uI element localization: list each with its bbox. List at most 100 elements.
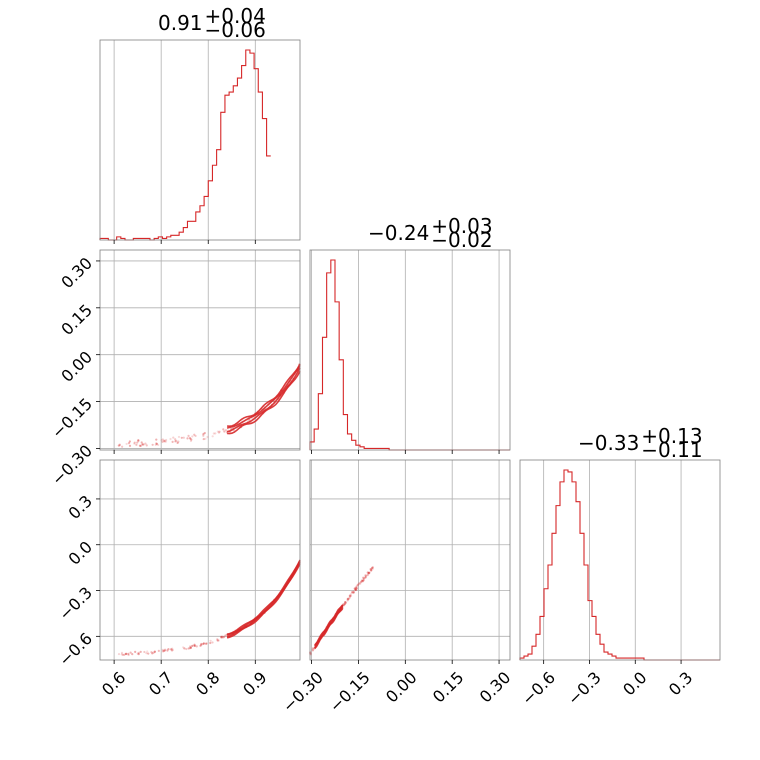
- scatter-point: [211, 641, 214, 644]
- scatter-point: [346, 597, 350, 600]
- scatter-point: [128, 444, 132, 447]
- scatter-point: [361, 579, 364, 582]
- scatter-point: [118, 444, 121, 447]
- scatter-point: [177, 440, 180, 443]
- contours-2: [314, 604, 344, 650]
- x-tick-label: −0.15: [326, 668, 374, 716]
- x-tick-label: 0.15: [429, 668, 468, 707]
- scatter-point: [118, 443, 121, 446]
- scatter-point: [177, 435, 181, 439]
- scatter-point: [157, 443, 160, 447]
- contours-1: [226, 559, 301, 639]
- scatter-point: [353, 587, 356, 590]
- scatter-point: [153, 650, 156, 653]
- scatter-point: [185, 647, 188, 651]
- x-tick-label: 0.7: [145, 668, 176, 699]
- scatter-point: [169, 437, 172, 441]
- scatter-point: [343, 603, 347, 606]
- scatter-point: [172, 436, 175, 439]
- scatter-point: [121, 653, 124, 657]
- histogram-1: [309, 259, 510, 451]
- scatter-point: [142, 443, 145, 446]
- scatter-point: [199, 644, 202, 647]
- scatter-point: [355, 587, 358, 590]
- scatter-point: [183, 647, 186, 650]
- scatter-point: [141, 443, 144, 446]
- scatter-point: [131, 653, 134, 656]
- scatter-point: [189, 646, 192, 649]
- y-tick-label: −0.30: [48, 441, 96, 489]
- x-tick-label: 0.3: [665, 668, 696, 699]
- contours-0: [226, 363, 301, 435]
- scatter-point: [124, 652, 128, 656]
- scatter-point: [204, 437, 207, 440]
- scatter-point: [162, 649, 165, 653]
- scatter-point: [371, 566, 374, 569]
- scatter-point: [161, 440, 164, 444]
- scatter-point: [171, 647, 174, 650]
- scatter-point: [368, 571, 371, 574]
- scatter-point: [346, 598, 350, 601]
- scatter-point: [176, 441, 179, 444]
- contour-line: [226, 560, 301, 636]
- scatter-point: [371, 567, 374, 570]
- scatter-point: [145, 652, 148, 655]
- scatter-point: [353, 587, 357, 590]
- hist-title-1: −0.24: [368, 221, 429, 245]
- scatter-point: [311, 648, 314, 651]
- scatter-point: [146, 650, 149, 653]
- scatter-point: [367, 572, 370, 575]
- hist-panel-2: −0.33 +0.13−0.11: [519, 424, 721, 664]
- hist-title-0: 0.91: [158, 11, 203, 35]
- scatter-point: [364, 574, 367, 577]
- scatter-point: [202, 642, 206, 645]
- contour-line: [314, 607, 344, 650]
- scatter-point: [209, 641, 212, 645]
- scatter-point: [151, 443, 154, 446]
- contour-line: [226, 561, 301, 638]
- hist-title-plus-2: +0.13: [641, 424, 702, 448]
- scatter-point: [352, 591, 356, 594]
- scatter-point: [361, 580, 364, 583]
- scatter-point: [350, 590, 354, 594]
- scatter-point: [133, 442, 136, 445]
- scatter-point: [348, 594, 351, 597]
- scatter-point: [165, 438, 168, 442]
- scatter-point: [360, 580, 363, 584]
- scatter-point: [221, 635, 224, 638]
- contour-line: [226, 559, 301, 635]
- scatter-point: [171, 440, 174, 443]
- x-tick-label: 0.6: [98, 668, 129, 699]
- scatter-point: [141, 443, 144, 446]
- scatter-point: [125, 652, 128, 655]
- scatter-point: [203, 431, 207, 435]
- scatter-point: [189, 437, 192, 440]
- scatter-point: [120, 651, 124, 654]
- scatter-point: [344, 601, 347, 604]
- contour-line: [226, 367, 301, 433]
- y-tick-label: −0.6: [55, 629, 96, 670]
- scatter-frame-2: [309, 459, 511, 661]
- scatter-point: [354, 586, 357, 589]
- scatter-point: [369, 569, 373, 572]
- scatter-point: [365, 574, 368, 577]
- scatter-point: [136, 652, 139, 655]
- scatter-point: [209, 639, 212, 642]
- scatter-point: [370, 568, 373, 572]
- scatter-point: [121, 445, 124, 448]
- scatter-point: [150, 651, 153, 654]
- scatter-point: [370, 569, 373, 572]
- scatter-point: [133, 441, 136, 444]
- scatter-point: [163, 649, 166, 652]
- scatter-point: [311, 647, 314, 650]
- scatter-point: [369, 567, 372, 571]
- hist-title-plus-0: +0.04: [205, 4, 266, 28]
- scatter-point: [193, 644, 196, 647]
- x-tick-label: −0.6: [518, 668, 559, 709]
- hist-frame-0: [99, 39, 301, 241]
- x-tick-label: 0.0: [619, 668, 650, 699]
- scatter-point: [216, 639, 220, 642]
- scatter-point: [224, 634, 227, 637]
- scatter-point: [202, 642, 205, 645]
- scatter-point: [191, 644, 194, 647]
